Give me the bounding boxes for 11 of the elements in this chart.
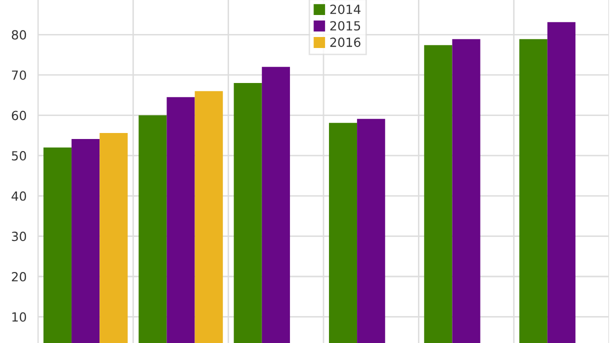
y-tick-label: 20 (12, 272, 26, 282)
legend-label: 2014 (330, 4, 360, 14)
y-tick-label: 70 (12, 70, 26, 80)
y-tick-label: 80 (12, 30, 26, 40)
legend-label: 2016 (330, 38, 360, 48)
legend-label: 2015 (330, 21, 360, 31)
y-tick-label: 60 (12, 110, 26, 120)
y-tick-label: 40 (12, 191, 26, 201)
y-tick-label: 50 (12, 151, 26, 161)
y-tick-label: 10 (12, 312, 26, 322)
y-tick-label: 30 (12, 232, 26, 242)
